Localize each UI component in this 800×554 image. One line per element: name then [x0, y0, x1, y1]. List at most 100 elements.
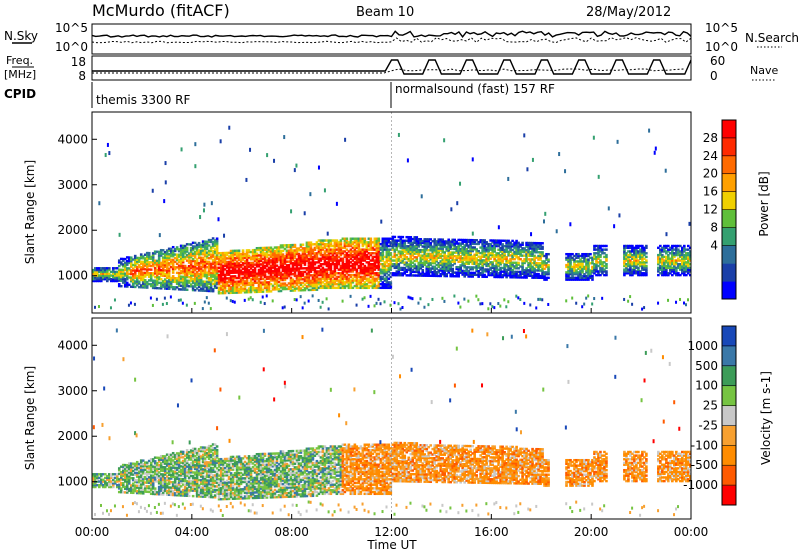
heatmap-cell: [223, 251, 227, 255]
heatmap-cell: [359, 275, 363, 279]
heatmap-cell: [231, 264, 235, 267]
heatmap-cell: [213, 279, 217, 282]
heatmap-cell: [661, 264, 664, 268]
heatmap-cell: [293, 298, 296, 302]
heatmap-cell: [369, 246, 373, 250]
heatmap-cell: [279, 262, 283, 265]
heatmap-cell: [341, 268, 345, 271]
heatmap-cell: [683, 266, 686, 270]
heatmap-cell: [597, 257, 600, 260]
heatmap-cell: [151, 252, 155, 255]
heatmap-cell: [223, 255, 227, 258]
heatmap-cell: [183, 277, 187, 280]
heatmap-cell: [311, 255, 315, 259]
heatmap-cell: [189, 256, 193, 259]
heatmap-cell: [141, 273, 145, 276]
heatmap-cell: [229, 258, 233, 262]
heatmap-cell: [453, 240, 456, 243]
heatmap-cell: [239, 253, 243, 256]
heatmap-cell: [493, 244, 496, 248]
heatmap-cell: [99, 277, 103, 281]
heatmap-cell: [237, 269, 241, 272]
heatmap-cell: [279, 257, 283, 260]
heatmap-cell: [491, 261, 494, 264]
heatmap-cell: [663, 272, 666, 275]
heatmap-cell: [589, 271, 592, 274]
heatmap-cell: [387, 266, 391, 270]
heatmap-cell: [565, 271, 568, 274]
heatmap-cell: [369, 266, 373, 270]
heatmap-cell: [659, 259, 662, 262]
heatmap-cell: [575, 260, 578, 263]
heatmap-cell: [461, 269, 464, 273]
heatmap-cell: [633, 257, 636, 260]
heatmap-cell: [283, 260, 287, 263]
heatmap-cell: [153, 250, 157, 253]
heatmap-cell: [263, 255, 267, 259]
heatmap-cell: [221, 264, 225, 268]
heatmap-cell: [193, 261, 197, 265]
heatmap-cell: [209, 289, 213, 293]
heatmap-cell: [489, 242, 492, 246]
heatmap-cell: [439, 256, 443, 259]
heatmap-cell: [145, 286, 149, 289]
heatmap-cell: [323, 270, 327, 273]
heatmap-cell: [291, 283, 295, 287]
heatmap-cell: [189, 274, 193, 277]
freq-tick-bottom: 8: [78, 69, 86, 83]
heatmap-cell: [101, 483, 105, 487]
heatmap-cell: [285, 284, 289, 287]
heatmap-cell: [247, 249, 251, 252]
heatmap-cell: [281, 260, 285, 264]
heatmap-cell: [527, 254, 530, 257]
heatmap-cell: [145, 251, 149, 255]
heatmap-cell: [343, 286, 347, 290]
heatmap-cell: [381, 257, 385, 260]
heatmap-cell: [211, 268, 215, 271]
heatmap-cell: [93, 473, 97, 476]
heatmap-cell: [225, 277, 229, 280]
heatmap-cell: [271, 270, 275, 273]
heatmap-cell: [213, 244, 217, 248]
heatmap-cell: [511, 261, 514, 264]
heatmap-cell: [239, 263, 243, 267]
heatmap-cell: [325, 268, 329, 271]
heatmap-cell: [383, 239, 387, 242]
heatmap-cell: [249, 289, 253, 292]
heatmap-cell: [329, 241, 333, 244]
heatmap-cell: [313, 270, 317, 273]
heatmap-cell: [279, 258, 283, 262]
heatmap-cell: [311, 279, 315, 282]
heatmap-cell: [661, 253, 664, 257]
heatmap-cell: [369, 284, 373, 288]
heatmap-cell: [633, 262, 636, 266]
heatmap-cell: [537, 256, 540, 259]
heatmap-cell: [219, 255, 223, 259]
heatmap-cell: [383, 268, 387, 271]
heatmap-cell: [473, 271, 476, 275]
heatmap-cell: [117, 277, 121, 281]
heatmap-cell: [161, 285, 165, 288]
heatmap-cell: [531, 270, 534, 274]
heatmap-cell: [287, 251, 291, 254]
heatmap-cell: [511, 243, 514, 246]
heatmap-cell: [231, 267, 235, 271]
heatmap-cell: [243, 267, 247, 270]
heatmap-cell: [361, 272, 365, 275]
heatmap-cell: [275, 251, 279, 255]
heatmap-cell: [349, 273, 353, 277]
heatmap-cell: [263, 252, 267, 255]
heatmap-cell: [541, 242, 544, 245]
heatmap-cell: [269, 253, 273, 257]
heatmap-cell: [191, 287, 195, 290]
heatmap-cell: [473, 255, 476, 258]
heatmap-cell: [191, 277, 195, 281]
heatmap-cell: [201, 260, 205, 263]
heatmap-cell: [661, 255, 664, 259]
heatmap-cell: [95, 478, 99, 481]
heatmap-cell: [511, 272, 514, 275]
heatmap-cell: [279, 264, 283, 267]
heatmap-cell: [301, 256, 305, 259]
heatmap-cell: [585, 276, 588, 280]
heatmap-cell: [499, 266, 502, 270]
